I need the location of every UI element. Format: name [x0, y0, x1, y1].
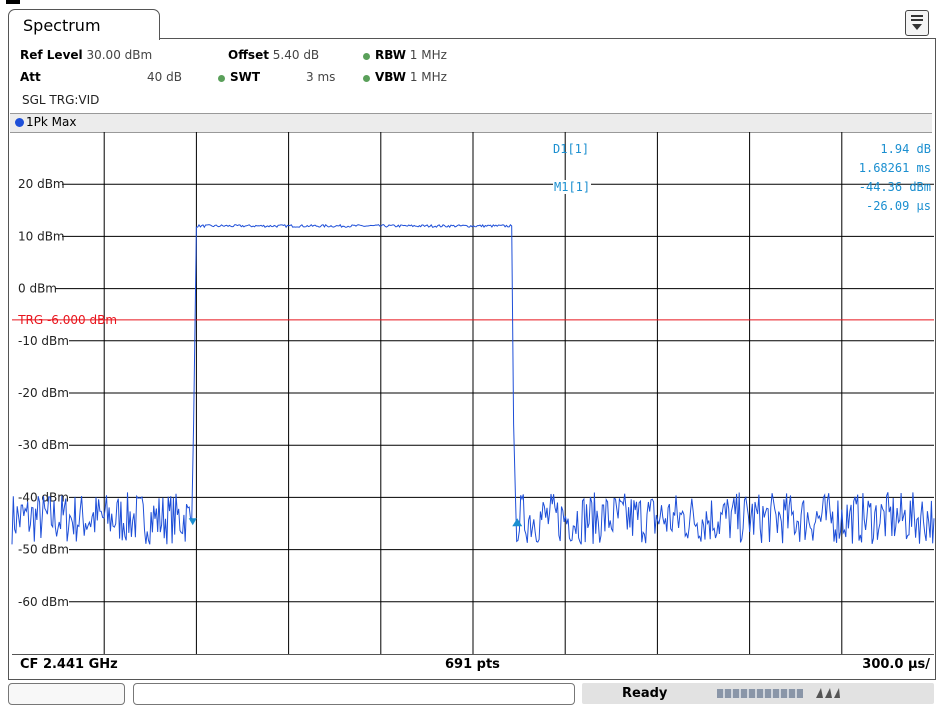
rbw-row: RBW 1 MHz [375, 48, 447, 62]
offset-label: Offset [228, 48, 269, 62]
trigger-label: TRG -6.000 dBm [17, 313, 117, 327]
y-tick-label: -30 dBm [18, 438, 69, 452]
y-tick-label: -50 dBm [18, 543, 69, 557]
y-tick-label: -10 dBm [18, 334, 69, 348]
delta-marker-time: 1.68261 ms [858, 161, 931, 175]
swt-value-row: 3 ms [306, 70, 335, 84]
vbw-label: VBW [375, 70, 407, 84]
att-label: Att [20, 70, 41, 84]
tab-title: Spectrum [23, 16, 101, 35]
coupling-indicator [363, 53, 370, 60]
sweep-mode: SGL TRG:VID [22, 93, 100, 107]
ref-level-value: 30.00 dBm [86, 48, 153, 62]
time-per-division: 300.0 µs/ [862, 657, 930, 672]
grid [55, 132, 934, 654]
trace-group [11, 223, 935, 545]
y-tick-label: -20 dBm [18, 386, 69, 400]
y-tick-label: -60 dBm [18, 595, 69, 609]
marker-time: -26.09 µs [865, 199, 931, 213]
delta-marker-level: 1.94 dB [880, 142, 931, 156]
y-tick-label: 20 dBm [18, 177, 65, 191]
marker-level: -44.36 dBm [858, 180, 931, 194]
ref-level-label: Ref Level [20, 48, 83, 62]
marker-group [188, 518, 523, 527]
swt-value: 3 ms [306, 70, 336, 84]
top-marker [6, 0, 20, 4]
status-panel: Ready [582, 683, 934, 704]
swt-label: SWT [230, 70, 261, 84]
coupling-indicator [363, 75, 370, 82]
menu-icon-line [911, 15, 923, 17]
marker-d1-symbol [512, 518, 523, 527]
att-value-row: 40 dB [147, 70, 182, 84]
tab-spectrum[interactable]: Spectrum [8, 9, 160, 40]
trace-label: 1Pk Max [26, 115, 77, 129]
center-frequency: CF 2.441 GHz [20, 657, 118, 672]
swt-row: SWT [230, 70, 260, 84]
progress-icon [717, 689, 803, 698]
display-frame [8, 38, 936, 680]
rbw-label: RBW [375, 48, 406, 62]
coupling-indicator [218, 75, 225, 82]
marker-label: M1[1] [553, 180, 592, 194]
trace-line [11, 223, 935, 545]
offset-row: Offset 5.40 dB [228, 48, 319, 62]
menu-icon-line [911, 19, 923, 21]
ref-level-row: Ref Level 30.00 dBm [20, 48, 152, 62]
trace-color-icon [15, 118, 24, 127]
vbw-value: 1 MHz [409, 70, 447, 84]
status-bar: Ready [0, 680, 937, 706]
instrument-logo-icon [816, 688, 840, 698]
vbw-row: VBW 1 MHz [375, 70, 447, 84]
att-value: 40 dB [147, 70, 182, 84]
x-axis-footer: CF 2.441 GHz 691 pts 300.0 µs/ [12, 654, 934, 677]
y-tick-label: 10 dBm [18, 229, 65, 243]
marker-m1-symbol [188, 518, 197, 526]
delta-marker-label: D1[1] [553, 142, 590, 156]
menu-icon[interactable] [905, 10, 929, 36]
sweep-points: 691 pts [445, 657, 500, 672]
offset-value: 5.40 dB [272, 48, 320, 62]
y-tick-label: 0 dBm [18, 282, 57, 296]
chevron-down-icon [912, 24, 922, 30]
att-row: Att [20, 70, 41, 84]
rbw-value: 1 MHz [409, 48, 447, 62]
trigger-line-group: TRG -6.000 dBm [12, 313, 934, 327]
trace-legend: 1Pk Max [10, 113, 932, 133]
status-message-field [133, 683, 575, 705]
status-softkey[interactable] [8, 683, 125, 705]
ready-status: Ready [622, 686, 668, 701]
